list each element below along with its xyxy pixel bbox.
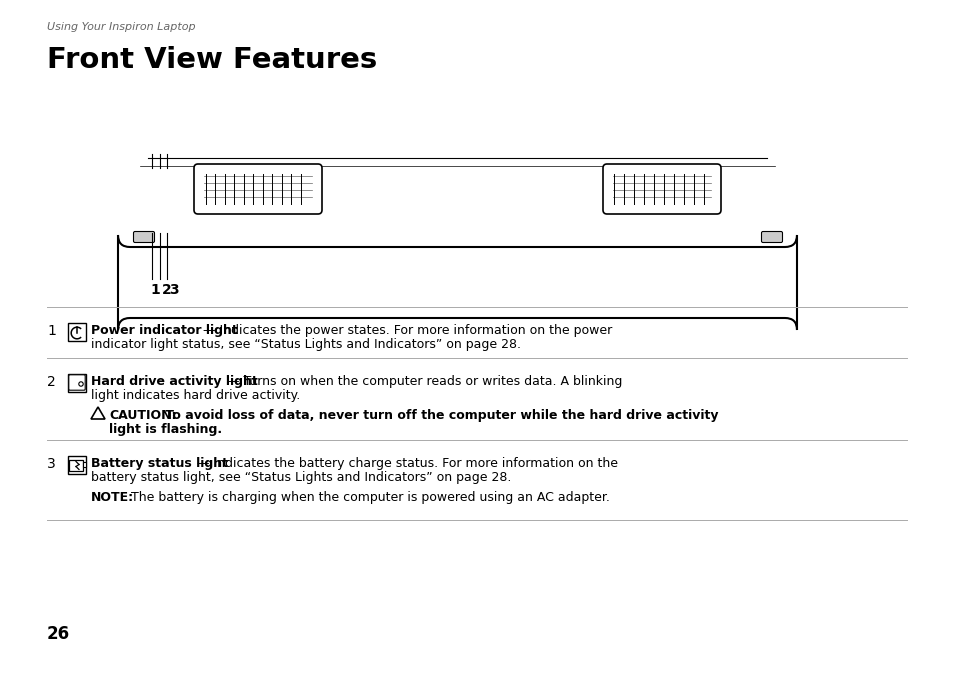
FancyBboxPatch shape xyxy=(193,164,322,214)
FancyBboxPatch shape xyxy=(83,462,86,467)
Text: Battery status light: Battery status light xyxy=(91,457,228,470)
FancyBboxPatch shape xyxy=(133,232,154,242)
Text: 3: 3 xyxy=(169,283,178,297)
Polygon shape xyxy=(91,407,105,419)
Text: Front View Features: Front View Features xyxy=(47,46,376,74)
Text: Using Your Inspiron Laptop: Using Your Inspiron Laptop xyxy=(47,22,195,32)
Text: CAUTION:: CAUTION: xyxy=(109,409,176,422)
Text: 2: 2 xyxy=(47,375,55,389)
Text: battery status light, see “Status Lights and Indicators” on page 28.: battery status light, see “Status Lights… xyxy=(91,471,511,484)
FancyBboxPatch shape xyxy=(69,375,85,390)
Text: NOTE:: NOTE: xyxy=(91,491,134,504)
Text: 1: 1 xyxy=(150,283,159,297)
Text: The battery is charging when the computer is powered using an AC adapter.: The battery is charging when the compute… xyxy=(127,491,609,504)
Text: light is flashing.: light is flashing. xyxy=(109,423,222,436)
Text: light indicates hard drive activity.: light indicates hard drive activity. xyxy=(91,389,300,402)
Text: indicator light status, see “Status Lights and Indicators” on page 28.: indicator light status, see “Status Ligh… xyxy=(91,338,520,351)
FancyBboxPatch shape xyxy=(69,460,83,471)
FancyBboxPatch shape xyxy=(118,235,796,330)
Text: — Turns on when the computer reads or writes data. A blinking: — Turns on when the computer reads or wr… xyxy=(223,375,621,388)
Text: 3: 3 xyxy=(47,457,55,471)
Text: To avoid loss of data, never turn off the computer while the hard drive activity: To avoid loss of data, never turn off th… xyxy=(161,409,718,422)
FancyBboxPatch shape xyxy=(68,456,86,475)
FancyBboxPatch shape xyxy=(68,374,86,392)
Text: 2: 2 xyxy=(162,283,172,297)
Text: Power indicator light: Power indicator light xyxy=(91,324,237,337)
Text: — Indicates the battery charge status. For more information on the: — Indicates the battery charge status. F… xyxy=(193,457,618,470)
Text: 26: 26 xyxy=(47,625,71,643)
FancyBboxPatch shape xyxy=(602,164,720,214)
FancyBboxPatch shape xyxy=(760,232,781,242)
Text: 1: 1 xyxy=(47,324,56,338)
Text: — Indicates the power states. For more information on the power: — Indicates the power states. For more i… xyxy=(199,324,612,337)
FancyBboxPatch shape xyxy=(68,323,86,341)
Text: Hard drive activity light: Hard drive activity light xyxy=(91,375,257,388)
